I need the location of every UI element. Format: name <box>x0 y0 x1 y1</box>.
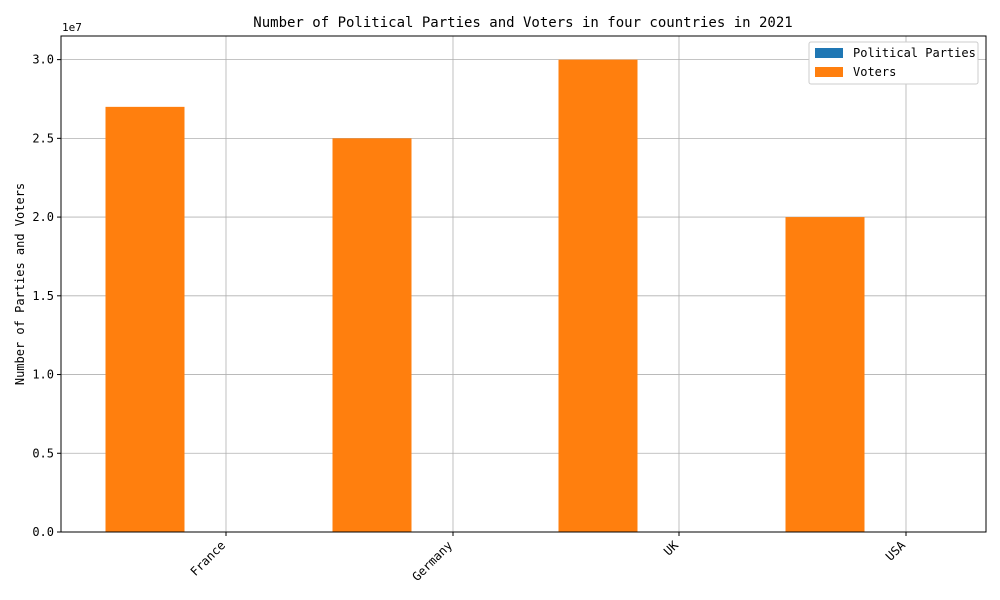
x-tick-label: UK <box>661 538 682 559</box>
grid-lines <box>61 36 986 533</box>
x-tick-label: France <box>188 538 229 579</box>
x-tick-label: Germany <box>409 538 455 584</box>
bar-voters-france <box>105 106 185 532</box>
x-axis-ticks: France Germany UK USA <box>188 532 909 584</box>
x-tick-label: USA <box>883 538 909 564</box>
y-axis-ticks: 0.0 0.5 1.0 1.5 2.0 2.5 3.0 <box>32 53 61 539</box>
y-tick-label: 1.0 <box>32 368 54 382</box>
y-axis-offset-label: 1e7 <box>62 21 82 34</box>
legend-label-political-parties: Political Parties <box>853 46 976 60</box>
y-axis-label: Number of Parties and Voters <box>13 183 27 385</box>
bar-voters-usa <box>785 217 865 533</box>
legend-label-voters: Voters <box>853 65 896 79</box>
y-tick-label: 2.0 <box>32 210 54 224</box>
legend-swatch-voters <box>815 67 843 77</box>
bar-voters-uk <box>558 59 638 532</box>
y-tick-label: 0.0 <box>32 525 54 539</box>
bar-voters-germany <box>332 138 412 532</box>
chart-title: Number of Political Parties and Voters i… <box>253 15 792 31</box>
legend: Political Parties Voters <box>808 41 979 85</box>
y-tick-label: 0.5 <box>32 446 54 460</box>
plot-frame <box>60 35 987 533</box>
y-tick-label: 3.0 <box>32 53 54 67</box>
legend-swatch-political-parties <box>815 48 843 58</box>
bars <box>105 59 946 533</box>
y-tick-label: 2.5 <box>32 131 54 145</box>
y-tick-label: 1.5 <box>32 289 54 303</box>
legend-box <box>808 41 979 85</box>
